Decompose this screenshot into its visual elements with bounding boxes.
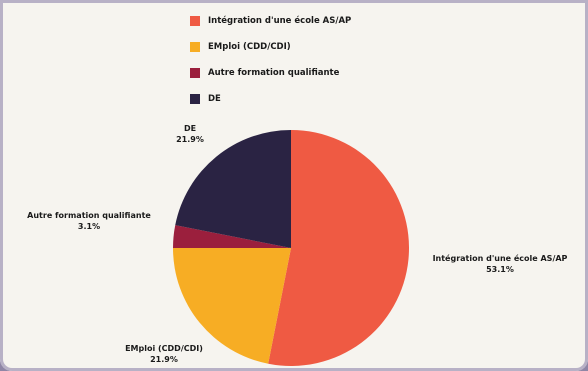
slice-value-autre-formation: 3.1% <box>78 222 100 231</box>
chart-legend: Intégration d'une école AS/AP EMploi (CD… <box>190 10 351 114</box>
slice-label-de: DE <box>184 124 196 133</box>
legend-label-integration: Intégration d'une école AS/AP <box>208 16 352 26</box>
legend-swatch-autre-formation <box>190 68 200 78</box>
slice-value-emploi: 21.9% <box>150 355 178 364</box>
legend-swatch-integration <box>190 16 200 26</box>
pie-slice-integration <box>268 130 410 366</box>
legend-label-de: DE <box>208 94 221 104</box>
legend-label-autre-formation: Autre formation qualifiante <box>208 68 340 78</box>
legend-swatch-emploi <box>190 42 200 52</box>
legend-item-integration: Intégration d'une école AS/AP <box>190 10 351 32</box>
legend-swatch-de <box>190 94 200 104</box>
slice-label-integration: Intégration d'une école AS/AP <box>433 253 568 263</box>
legend-label-emploi: EMploi (CDD/CDI) <box>208 42 291 52</box>
pie-slice-autre-formation <box>173 225 291 248</box>
legend-item-de: DE <box>190 88 351 110</box>
slice-value-de: 21.9% <box>176 135 204 144</box>
slice-label-emploi: EMploi (CDD/CDI) <box>125 344 203 353</box>
legend-item-autre-formation: Autre formation qualifiante <box>190 62 351 84</box>
pie-slice-de <box>175 130 291 248</box>
slice-value-integration: 53.1% <box>486 265 514 274</box>
slice-label-autre-formation: Autre formation qualifiante <box>27 211 151 220</box>
pie-slice-emploi <box>173 248 291 364</box>
legend-item-emploi: EMploi (CDD/CDI) <box>190 36 351 58</box>
